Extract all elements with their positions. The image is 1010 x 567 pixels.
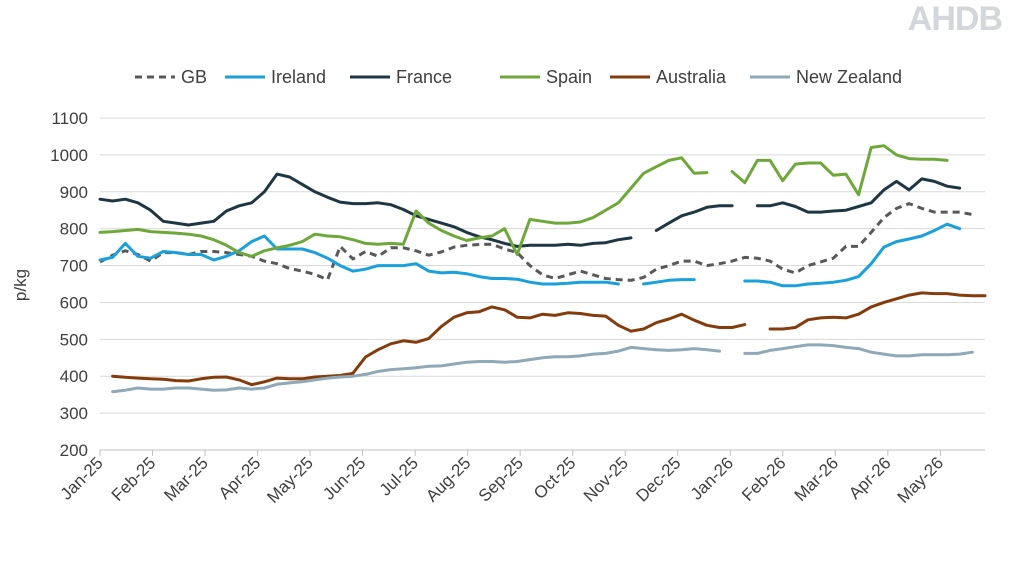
y-axis-label: p/kg — [11, 269, 30, 301]
x-tick-label: Jul-25 — [376, 453, 422, 499]
series-line-new-zealand — [111, 345, 721, 394]
series-line-france — [654, 204, 734, 232]
x-tick-label: Oct-25 — [530, 453, 580, 503]
x-tick-label: Dec-25 — [632, 453, 684, 505]
ahdb-logo: AHDB — [907, 0, 1003, 38]
series-line-spain — [98, 156, 709, 258]
series-lines — [98, 144, 987, 394]
y-tick-label: 600 — [60, 293, 88, 312]
x-tick-label: Apr-26 — [845, 453, 895, 503]
y-axis: 200 300 400 500 600 700 800 900 1000 1100 — [50, 109, 88, 460]
x-tick-label: Mar-25 — [160, 453, 212, 505]
x-tick-label: Mar-26 — [791, 453, 843, 505]
legend-label-new-zealand: New Zealand — [796, 67, 902, 87]
legend: GB Ireland France Spain Australia New Zealand — [135, 67, 902, 87]
series-line-france — [98, 172, 633, 248]
x-tick-label: Sep-25 — [475, 453, 527, 505]
legend-label-spain: Spain — [546, 67, 592, 87]
y-tick-label: 900 — [60, 183, 88, 202]
series-line-ireland — [743, 222, 962, 288]
legend-label-ireland: Ireland — [271, 67, 326, 87]
x-axis: Jan-25 Feb-25 Mar-25 Apr-25 May-25 Jun-25 Jul-… — [57, 449, 985, 507]
x-tick-label: May-26 — [894, 453, 948, 507]
y-tick-label: 300 — [60, 404, 88, 423]
y-tick-label: 200 — [60, 441, 88, 460]
series-line-france — [755, 177, 962, 214]
series-line-gb — [99, 202, 973, 282]
y-tick-label: 400 — [60, 367, 88, 386]
x-tick-label: Jun-25 — [319, 453, 369, 503]
series-line-ireland — [98, 234, 620, 286]
x-tick-label: May-25 — [263, 453, 317, 507]
series-line-australia — [111, 305, 747, 387]
legend-label-australia: Australia — [656, 67, 727, 87]
legend-label-gb: GB — [181, 67, 207, 87]
y-tick-label: 700 — [60, 257, 88, 276]
gridlines — [100, 117, 985, 451]
x-tick-label: Aug-25 — [422, 453, 474, 505]
y-tick-label: 1000 — [50, 146, 88, 165]
series-line-australia — [768, 291, 987, 331]
y-tick-label: 500 — [60, 330, 88, 349]
y-tick-label: 800 — [60, 220, 88, 239]
x-tick-label: Apr-25 — [215, 453, 265, 503]
x-tick-label: Feb-26 — [738, 453, 790, 505]
series-line-ireland — [642, 278, 696, 286]
x-tick-label: Jan-25 — [57, 453, 107, 503]
legend-label-france: France — [396, 67, 452, 87]
x-tick-label: Jan-26 — [687, 453, 737, 503]
y-tick-label: 1100 — [51, 109, 88, 128]
x-tick-label: Nov-25 — [580, 453, 632, 505]
series-line-new-zealand — [743, 343, 974, 358]
x-tick-label: Feb-25 — [108, 453, 160, 505]
series-line-spain — [730, 144, 949, 197]
